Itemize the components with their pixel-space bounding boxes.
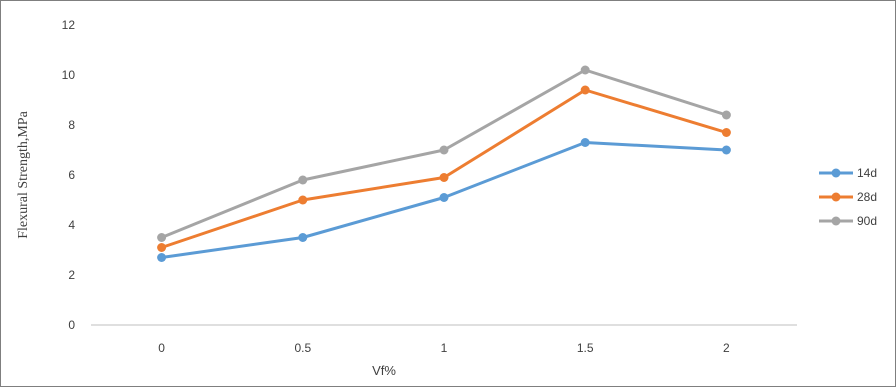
y-tick-label: 12 <box>62 18 76 32</box>
data-point <box>580 138 590 147</box>
y-tick-label: 6 <box>68 168 75 182</box>
data-point <box>157 233 167 242</box>
data-point <box>157 253 167 262</box>
legend-label: 90d <box>857 214 877 228</box>
series-line <box>160 88 728 249</box>
data-point <box>721 110 731 120</box>
data-point <box>298 233 308 242</box>
data-point <box>439 193 449 202</box>
axes: 0 2 4 6 8 10 12 0 0.5 1 1.5 2 <box>62 18 797 355</box>
y-tick-label: 8 <box>68 118 75 132</box>
x-tick-label: 1 <box>441 341 448 355</box>
legend: 14d 28d 90d <box>819 166 877 228</box>
data-point <box>298 195 308 205</box>
x-tick-label: 1.5 <box>577 341 594 355</box>
y-tick-label: 0 <box>68 318 75 332</box>
legend-label: 14d <box>857 166 877 180</box>
y-axis-title: Flexural Strength,MPa <box>16 110 31 238</box>
data-point <box>580 85 590 95</box>
y-tick-label: 10 <box>62 68 76 82</box>
x-tick-label: 0.5 <box>294 341 311 355</box>
series-layer <box>157 65 731 262</box>
series-28d <box>157 85 731 252</box>
data-point <box>721 145 731 155</box>
legend-item-90d: 90d <box>819 214 877 228</box>
x-tick-label: 2 <box>723 341 730 355</box>
y-tick-label: 2 <box>68 268 75 282</box>
series-14d <box>157 138 731 262</box>
data-point <box>721 128 731 137</box>
x-axis-title: Vf% <box>372 363 396 378</box>
legend-label: 28d <box>857 190 877 204</box>
series-90d <box>157 65 731 242</box>
y-tick-label: 4 <box>68 218 75 232</box>
data-point <box>157 243 167 252</box>
data-point <box>439 173 449 182</box>
data-point <box>298 175 308 185</box>
legend-swatch-marker <box>831 168 841 178</box>
data-point <box>580 65 590 75</box>
x-tick-label: 0 <box>158 341 165 355</box>
data-point <box>439 145 449 155</box>
legend-swatch-marker <box>831 192 841 202</box>
legend-item-14d: 14d <box>819 166 877 180</box>
legend-swatch-marker <box>831 216 841 226</box>
legend-item-28d: 28d <box>819 190 877 204</box>
